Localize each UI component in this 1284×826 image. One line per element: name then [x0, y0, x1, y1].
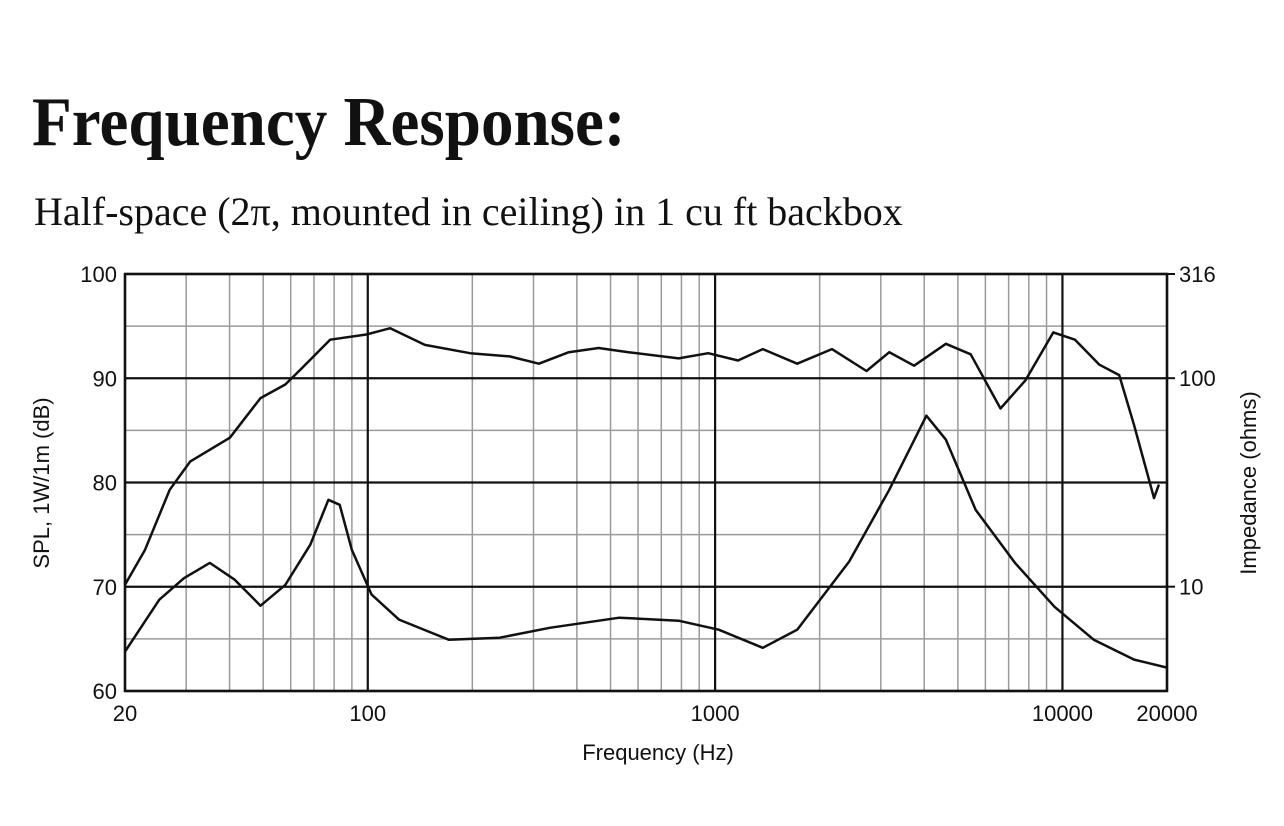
y-tick-label: 90 [93, 366, 117, 391]
x-tick-label: 100 [349, 701, 386, 726]
y2-tick-label: 316 [1179, 262, 1216, 287]
curve [123, 414, 1168, 669]
y-tick-label: 60 [93, 679, 117, 704]
chart-subtitle: Half-space (2π, mounted in ceiling) in 1… [34, 189, 903, 234]
y2-tick-label: 10 [1179, 575, 1203, 600]
y2-tick-label: 100 [1179, 366, 1216, 391]
curve [123, 326, 1161, 586]
y2-axis-label: Impedance (ohms) [1236, 391, 1261, 574]
y-tick-label: 70 [93, 575, 117, 600]
y-axis-label: SPL, 1W/1m (dB) [29, 397, 54, 568]
x-tick-label: 10000 [1032, 701, 1093, 726]
x-tick-label: 1000 [691, 701, 740, 726]
x-tick-label: 20 [113, 701, 137, 726]
y-tick-label: 100 [80, 262, 117, 287]
chart-title: Frequency Response: [32, 83, 626, 161]
y-tick-label: 80 [93, 471, 117, 496]
plot-frame [123, 272, 1169, 693]
x-axis-label: Frequency (Hz) [582, 740, 734, 765]
x-tick-label: 20000 [1136, 701, 1197, 726]
